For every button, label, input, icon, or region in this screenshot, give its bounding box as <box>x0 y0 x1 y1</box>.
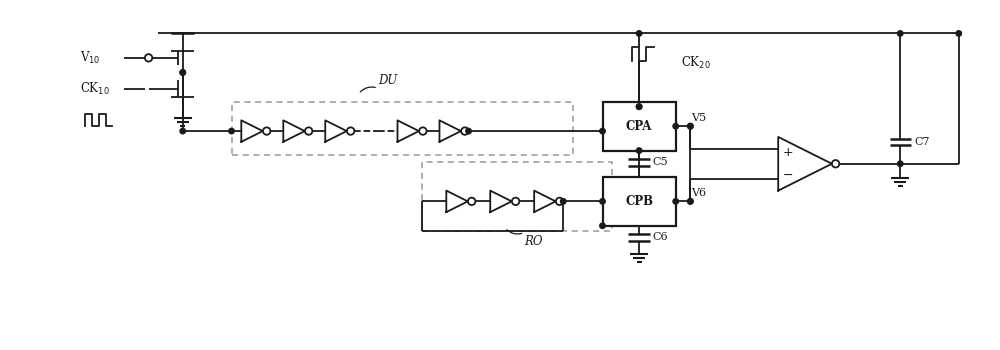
Text: V5: V5 <box>691 113 706 123</box>
Circle shape <box>636 104 642 110</box>
Circle shape <box>600 223 605 229</box>
Text: C7: C7 <box>914 137 929 147</box>
Text: −: − <box>783 169 793 182</box>
Circle shape <box>688 198 693 204</box>
Circle shape <box>145 54 152 62</box>
Circle shape <box>305 127 312 135</box>
Circle shape <box>347 127 354 135</box>
Circle shape <box>180 128 185 134</box>
Circle shape <box>600 128 605 134</box>
Text: CK$_{10}$: CK$_{10}$ <box>80 81 110 97</box>
Circle shape <box>898 31 903 36</box>
Circle shape <box>673 198 678 204</box>
Text: C6: C6 <box>653 232 668 243</box>
Circle shape <box>512 198 519 205</box>
Circle shape <box>688 124 693 129</box>
Text: V6: V6 <box>691 188 706 198</box>
Circle shape <box>688 124 693 129</box>
Circle shape <box>832 160 839 168</box>
Circle shape <box>636 104 642 110</box>
Text: DU: DU <box>378 74 397 87</box>
Circle shape <box>263 127 270 135</box>
Circle shape <box>636 31 642 36</box>
Text: CPB: CPB <box>625 195 653 208</box>
Circle shape <box>561 198 566 204</box>
Circle shape <box>229 128 234 134</box>
Circle shape <box>636 148 642 153</box>
Text: RO: RO <box>524 234 543 247</box>
Text: +: + <box>783 146 793 159</box>
Text: V$_{10}$: V$_{10}$ <box>80 50 101 66</box>
Circle shape <box>468 198 475 205</box>
Bar <box>603 177 676 226</box>
Text: C5: C5 <box>653 157 668 167</box>
Circle shape <box>180 70 185 75</box>
Circle shape <box>956 31 962 36</box>
Circle shape <box>688 198 693 204</box>
Circle shape <box>673 124 678 129</box>
Circle shape <box>419 127 427 135</box>
Circle shape <box>180 70 185 75</box>
Text: CPA: CPA <box>626 120 652 133</box>
Circle shape <box>461 127 469 135</box>
Circle shape <box>898 161 903 167</box>
Text: CK$_{20}$: CK$_{20}$ <box>681 55 710 71</box>
Bar <box>603 102 676 150</box>
Circle shape <box>556 198 563 205</box>
Circle shape <box>600 198 605 204</box>
Circle shape <box>466 128 471 134</box>
